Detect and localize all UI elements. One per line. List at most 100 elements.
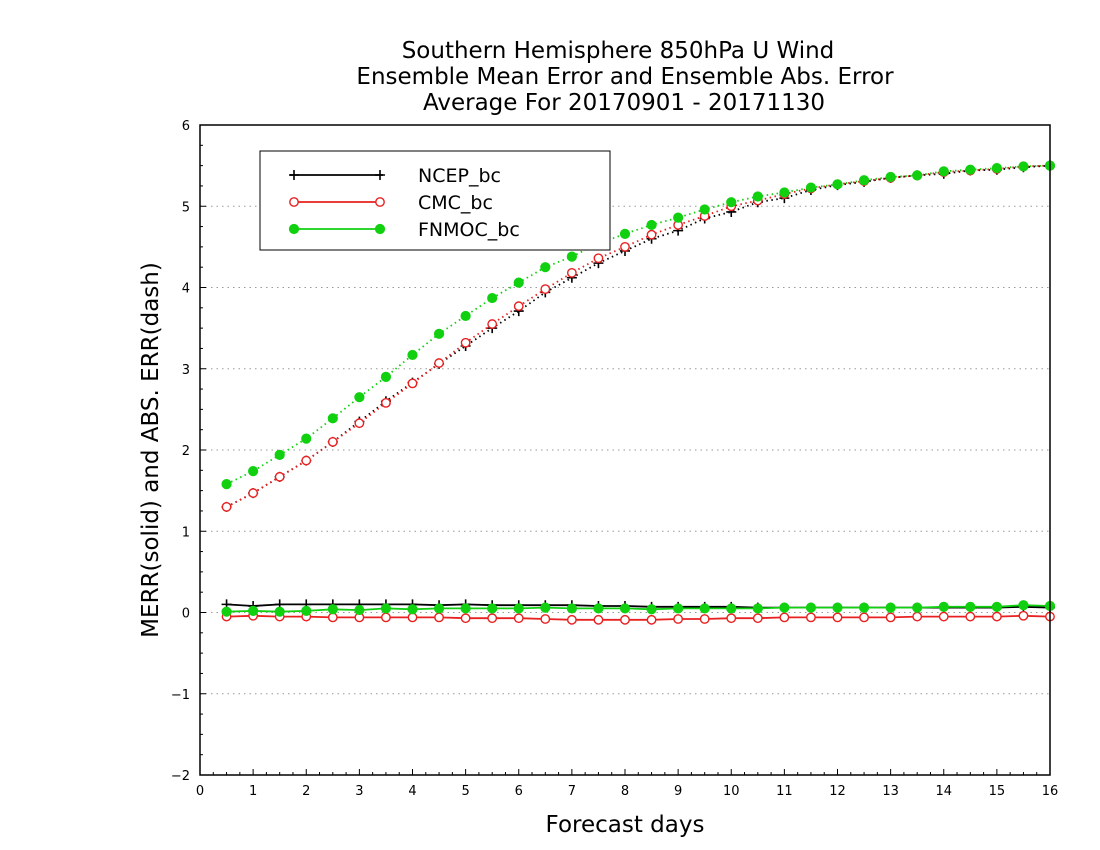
point-fnmoc-bc-merr — [991, 601, 1002, 612]
point-fnmoc-bc-merr — [965, 601, 976, 612]
chart-title: Southern Hemisphere 850hPa U Wind Ensemb… — [356, 38, 894, 116]
legend-label-cmc-bc: CMC_bc — [418, 192, 493, 214]
chart-title-line-2: Ensemble Mean Error and Ensemble Abs. Er… — [356, 64, 894, 90]
point-cmc-bc-merr — [752, 613, 763, 624]
x-tick-label: 8 — [621, 784, 629, 799]
point-cmc-bc-merr — [673, 614, 684, 624]
point-fnmoc-bc-abs-err — [885, 171, 896, 183]
point-fnmoc-bc-abs-err — [779, 187, 790, 198]
point-fnmoc-bc-merr — [619, 603, 631, 614]
point-cmc-bc-merr — [381, 612, 391, 623]
point-cmc-bc-abs-err — [540, 284, 551, 295]
x-tick-label: 0 — [196, 784, 204, 799]
point-fnmoc-bc-abs-err — [832, 179, 843, 190]
point-cmc-bc-merr — [912, 611, 923, 622]
point-fnmoc-bc-abs-err — [752, 191, 763, 202]
x-tick-label: 2 — [302, 784, 310, 799]
point-cmc-bc-abs-err — [248, 488, 259, 498]
y-tick-label: 0 — [182, 607, 190, 622]
point-fnmoc-bc-merr — [274, 606, 285, 617]
y-tick-label: 6 — [182, 119, 190, 134]
point-fnmoc-bc-abs-err — [965, 164, 976, 175]
point-fnmoc-bc-merr — [1018, 600, 1029, 611]
x-tick-label: 16 — [1042, 784, 1059, 799]
legend-marker — [288, 223, 300, 235]
point-fnmoc-bc-merr — [221, 606, 232, 617]
point-fnmoc-bc-abs-err — [673, 212, 684, 223]
plot-series — [221, 160, 1056, 625]
point-fnmoc-bc-abs-err — [566, 251, 577, 262]
legend-label-ncep-bc: NCEP_bc — [418, 165, 501, 187]
point-cmc-bc-abs-err — [434, 358, 444, 368]
point-fnmoc-bc-abs-err — [912, 170, 923, 181]
legend-marker — [289, 170, 299, 180]
point-fnmoc-bc-abs-err — [938, 166, 949, 177]
y-axis-label: MERR(solid) and ABS. ERR(dash) — [138, 262, 164, 638]
point-fnmoc-bc-abs-err — [433, 328, 445, 339]
point-fnmoc-bc-abs-err — [354, 392, 365, 403]
y-tick-label: 2 — [182, 444, 190, 459]
point-cmc-bc-abs-err — [354, 418, 365, 429]
point-fnmoc-bc-merr — [912, 602, 923, 613]
x-tick-label: 1 — [249, 784, 257, 799]
y-tick-label: 1 — [182, 525, 190, 540]
chart-title-line-1: Southern Hemisphere 850hPa U Wind — [402, 38, 835, 64]
legend-marker — [375, 197, 385, 207]
point-cmc-bc-abs-err — [407, 378, 418, 389]
x-tick-label: 4 — [408, 784, 416, 799]
point-fnmoc-bc-merr — [487, 603, 498, 614]
point-fnmoc-bc-merr — [593, 603, 604, 614]
point-fnmoc-bc-merr — [433, 603, 445, 614]
x-tick-label: 11 — [776, 784, 793, 799]
point-cmc-bc-merr — [726, 613, 737, 624]
point-cmc-bc-merr — [991, 611, 1002, 622]
point-fnmoc-bc-abs-err — [805, 182, 817, 193]
point-cmc-bc-abs-err — [566, 267, 577, 278]
point-fnmoc-bc-merr — [726, 603, 737, 614]
point-fnmoc-bc-merr — [858, 602, 870, 613]
point-cmc-bc-merr — [938, 611, 949, 622]
point-cmc-bc-abs-err — [620, 241, 630, 252]
point-cmc-bc-merr — [540, 614, 551, 624]
point-fnmoc-bc-abs-err — [301, 433, 312, 444]
x-tick-label: 15 — [989, 784, 1006, 799]
point-fnmoc-bc-merr — [752, 603, 763, 614]
point-cmc-bc-abs-err — [327, 436, 338, 447]
x-tick-label: 9 — [674, 784, 682, 799]
point-fnmoc-bc-merr — [832, 602, 843, 613]
point-fnmoc-bc-abs-err — [540, 262, 551, 273]
point-cmc-bc-abs-err — [381, 397, 391, 408]
point-fnmoc-bc-abs-err — [699, 204, 710, 215]
y-tick-label: −2 — [171, 769, 190, 784]
point-fnmoc-bc-abs-err — [646, 219, 657, 231]
point-fnmoc-bc-merr — [354, 604, 365, 616]
point-fnmoc-bc-abs-err — [1018, 161, 1029, 172]
point-cmc-bc-merr — [779, 612, 790, 623]
y-tick-label: 3 — [182, 363, 190, 378]
point-cmc-bc-abs-err — [460, 337, 471, 348]
legend-entry-fnmoc-bc: FNMOC_bc — [288, 219, 520, 241]
point-cmc-bc-merr — [859, 612, 869, 623]
x-tick-label: 13 — [882, 784, 899, 799]
point-cmc-bc-merr — [487, 613, 498, 624]
point-cmc-bc-merr — [620, 614, 630, 625]
point-cmc-bc-abs-err — [646, 229, 657, 240]
point-cmc-bc-merr — [832, 612, 843, 623]
legend-entry-ncep-bc: NCEP_bc — [289, 165, 501, 187]
point-cmc-bc-merr — [407, 612, 418, 623]
point-fnmoc-bc-abs-err — [460, 310, 471, 322]
point-fnmoc-bc-merr — [407, 604, 418, 615]
x-tick-label: 3 — [355, 784, 363, 799]
point-fnmoc-bc-abs-err — [274, 449, 285, 460]
x-axis-label: Forecast days — [546, 812, 705, 838]
point-fnmoc-bc-merr — [885, 602, 896, 613]
point-cmc-bc-merr — [1018, 610, 1029, 621]
point-cmc-bc-merr — [965, 611, 976, 622]
x-tick-label: 6 — [515, 784, 523, 799]
point-fnmoc-bc-abs-err — [487, 292, 498, 304]
legend-label-fnmoc-bc: FNMOC_bc — [418, 219, 520, 241]
point-fnmoc-bc-abs-err — [380, 371, 392, 382]
point-fnmoc-bc-abs-err — [726, 197, 737, 208]
legend-marker — [375, 170, 385, 180]
